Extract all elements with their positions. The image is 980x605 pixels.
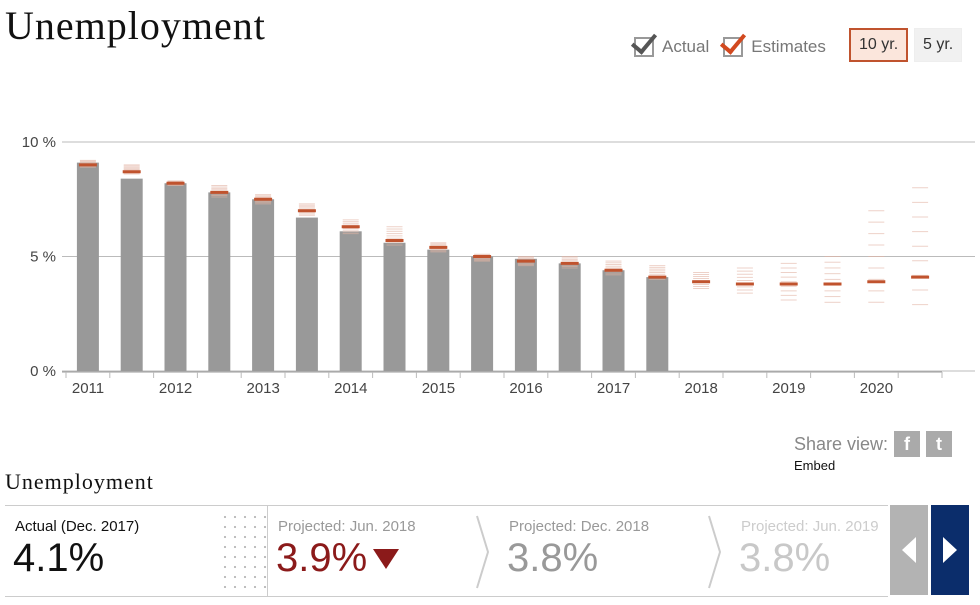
estimates-toggle-label: Estimates: [751, 37, 826, 56]
projection-3-label: Projected: Jun. 2019: [741, 518, 879, 535]
projection-3-value: 3.8%: [739, 536, 831, 580]
estimates-checkbox[interactable]: [720, 27, 747, 57]
bar: [427, 249, 450, 371]
summary-panel: Actual (Dec. 2017) 4.1% Projected: Jun. …: [5, 505, 888, 597]
summary-title: Unemployment: [5, 469, 154, 494]
chevron-right-icon: [943, 537, 957, 563]
x-tick-label: 2017: [597, 380, 630, 397]
bar: [164, 183, 187, 371]
bar: [120, 178, 143, 371]
prev-button[interactable]: [890, 505, 928, 595]
projection-1-value: 3.9%: [276, 536, 400, 581]
down-triangle-icon: [373, 549, 400, 569]
y-tick-label: 5 %: [30, 249, 56, 266]
bar: [602, 270, 625, 371]
y-tick-label: 10 %: [22, 134, 56, 151]
x-tick-label: 2018: [685, 380, 718, 397]
unemployment-chart: 0 % 5 % 10 % 2011 2012 2013 2014 2015 2016 2017 20…: [22, 134, 975, 397]
actual-checkbox[interactable]: [630, 27, 658, 57]
chevron-right-icon: [708, 515, 722, 589]
bar: [76, 162, 99, 371]
x-tick-label: 2014: [334, 380, 367, 397]
actual-cell-value: 4.1%: [13, 536, 105, 580]
bar: [558, 263, 581, 371]
check-icon: [720, 27, 747, 55]
share-view: Share view: f t: [794, 431, 953, 457]
projection-2-value: 3.8%: [507, 536, 599, 580]
next-button[interactable]: [931, 505, 969, 595]
x-tick-label: 2020: [860, 380, 893, 397]
bar: [295, 217, 318, 371]
actual-toggle[interactable]: Actual: [630, 27, 710, 57]
actual-cell: Actual (Dec. 2017) 4.1%: [5, 506, 220, 596]
chevron-left-icon: [902, 537, 916, 563]
x-tick-label: 2012: [159, 380, 192, 397]
embed-link[interactable]: Embed: [794, 458, 836, 473]
projection-cell-3: Projected: Jun. 2019 3.8%: [731, 506, 888, 596]
x-tick-label: 2013: [247, 380, 280, 397]
projection-cell-1: Projected: Jun. 2018 3.9%: [267, 506, 478, 596]
dots-separator: [220, 512, 270, 588]
check-icon: [630, 27, 658, 55]
actual-cell-label: Actual (Dec. 2017): [15, 518, 140, 535]
range-10yr-button[interactable]: 10 yr.: [849, 28, 909, 62]
actual-toggle-label: Actual: [662, 37, 710, 56]
projection-2-label: Projected: Dec. 2018: [509, 518, 650, 535]
bar: [646, 277, 669, 371]
bar: [252, 199, 275, 371]
range-5yr-button[interactable]: 5 yr.: [914, 28, 963, 62]
facebook-icon[interactable]: f: [894, 431, 921, 457]
projection-1-label: Projected: Jun. 2018: [278, 518, 416, 535]
twitter-icon[interactable]: t: [926, 431, 953, 457]
projection-cell-2: Projected: Dec. 2018 3.8%: [499, 506, 709, 596]
bar: [383, 242, 406, 371]
share-label: Share view:: [794, 433, 889, 454]
bar: [339, 231, 362, 371]
bar: [471, 256, 494, 371]
series-toggles: Actual Estimates: [630, 27, 840, 62]
projection-1-number: 3.9%: [276, 536, 368, 580]
x-tick-label: 2019: [772, 380, 805, 397]
estimates-toggle[interactable]: Estimates: [720, 27, 826, 57]
x-tick-label: 2016: [509, 380, 542, 397]
x-tick-label: 2015: [422, 380, 455, 397]
x-tick-label: 2011: [72, 380, 104, 397]
page-title: Unemployment: [5, 3, 266, 48]
y-tick-label: 0 %: [30, 363, 56, 380]
bar: [514, 258, 537, 371]
bar: [208, 192, 231, 371]
chevron-right-icon: [476, 515, 490, 589]
